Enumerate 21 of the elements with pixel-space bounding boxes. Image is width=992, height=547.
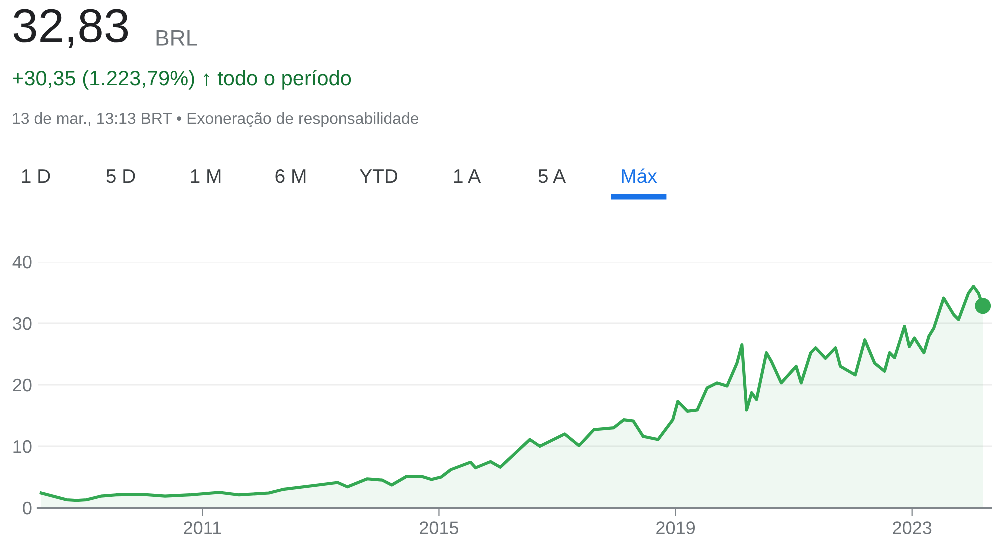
y-tick-label: 10 (14, 440, 32, 454)
text: BRL (156, 30, 198, 46)
text: 6 M (276, 169, 306, 184)
y-tick-label: 30 (13, 317, 32, 330)
text: 5 A (538, 170, 566, 184)
y-tick-label: 0 (23, 502, 32, 515)
chart-subtitle: +30,35 (1.223,79%) ↑ todo o período (13, 70, 352, 90)
text: Máx (622, 168, 658, 184)
text: 1 D (22, 170, 50, 184)
x-tick-label: 2015 (420, 522, 459, 534)
y-tick-label: 20 (13, 378, 32, 392)
text: 1 A (454, 170, 482, 184)
x-tick-label: 2011 (184, 522, 222, 534)
text: 13 de mar., 13:13 BRT • Exoneração de responsabilidade (13, 112, 419, 128)
x-tick-label: 2023 (893, 522, 932, 534)
y-tick-label: 40 (12, 256, 32, 269)
x-tick-label: 2019 (656, 522, 696, 534)
text: 5 D (106, 170, 136, 184)
text: 1 M (191, 170, 221, 184)
chart-title: 32,83 (14, 9, 128, 48)
text: YTD (360, 170, 398, 184)
